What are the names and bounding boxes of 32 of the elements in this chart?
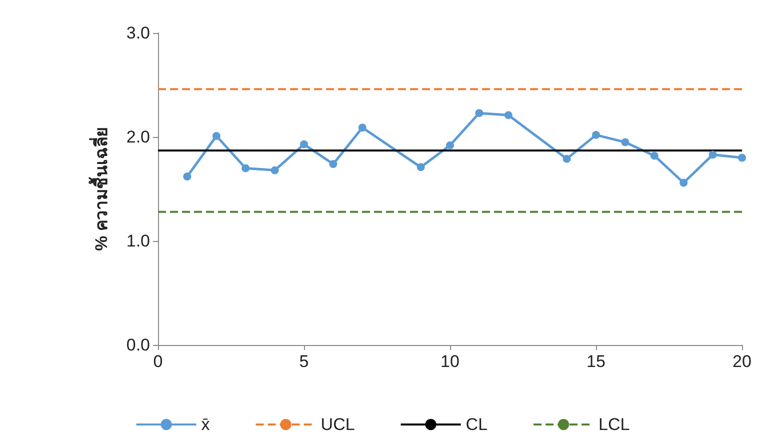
- x-tick-label: 0: [153, 352, 163, 371]
- x-tick-label: 10: [440, 352, 460, 371]
- point: [416, 163, 425, 172]
- point: [708, 150, 717, 159]
- point: [183, 172, 192, 181]
- legend-label: x̄: [201, 415, 210, 434]
- point: [562, 154, 571, 163]
- x-tick-label: 15: [586, 352, 606, 371]
- point: [329, 160, 338, 168]
- point: [212, 132, 220, 140]
- point: [270, 166, 279, 174]
- y-tick-label: 0.0: [126, 336, 150, 354]
- point: [592, 130, 600, 139]
- x-tick-label: 5: [299, 352, 309, 371]
- point: [300, 140, 308, 148]
- point: [650, 152, 658, 160]
- point: [680, 178, 688, 187]
- point: [475, 109, 484, 118]
- point: [504, 111, 512, 120]
- point: [358, 124, 366, 132]
- point: [242, 164, 250, 172]
- y-tick-label: 2.0: [126, 128, 150, 146]
- y-tick-label: 1.0: [126, 232, 150, 250]
- x-tick-label: 20: [732, 352, 752, 371]
- point: [446, 141, 454, 150]
- legend-label: LCL: [598, 415, 630, 434]
- y-axis-title: % ความชื้นเฉลี่ย: [88, 127, 111, 251]
- legend-label: UCL: [320, 415, 355, 434]
- legend-label: CL: [466, 415, 488, 434]
- point: [738, 154, 746, 162]
- point: [621, 138, 630, 146]
- y-tick-label: 3.0: [126, 24, 150, 42]
